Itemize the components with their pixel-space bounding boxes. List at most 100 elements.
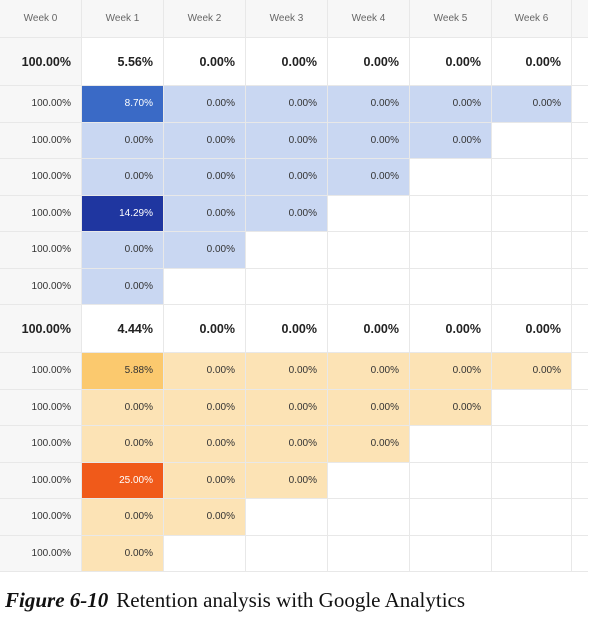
empty-cell — [328, 268, 410, 304]
empty-cell — [410, 268, 492, 304]
empty-cell — [164, 268, 246, 304]
cohort-cell: 100.00% — [0, 462, 82, 498]
empty-cell — [328, 232, 410, 268]
retention-cell: 0.00% — [246, 86, 328, 122]
summary-cell: 0.00% — [328, 38, 410, 85]
summary-cell: 0.00% — [492, 305, 572, 352]
summary-cell: 0.00% — [492, 38, 572, 85]
empty-cell — [492, 462, 572, 498]
empty-cell — [410, 535, 492, 571]
cohort-cell: 100.00% — [0, 195, 82, 231]
empty-cell — [246, 499, 328, 535]
retention-cell: 0.00% — [410, 353, 492, 389]
summary-cell: 0.00% — [246, 305, 328, 352]
empty-cell — [328, 462, 410, 498]
empty-cell — [492, 159, 572, 195]
table-row: 100.00% 0.00% 0.00% 0.00% 0.00% 0.00% — [0, 122, 588, 159]
table-header-row: Week 0 Week 1 Week 2 Week 3 Week 4 Week … — [0, 0, 588, 38]
retention-cell: 0.00% — [246, 122, 328, 158]
cohort-cell: 100.00% — [0, 268, 82, 304]
empty-cell — [492, 268, 572, 304]
retention-cell: 0.00% — [82, 122, 164, 158]
retention-cell: 0.00% — [410, 389, 492, 425]
empty-cell — [492, 389, 572, 425]
summary-cell: 0.00% — [246, 38, 328, 85]
empty-cell — [492, 195, 572, 231]
retention-cell: 0.00% — [328, 389, 410, 425]
summary-cell: 5.56% — [82, 38, 164, 85]
summary-cell: 0.00% — [164, 38, 246, 85]
empty-cell — [410, 159, 492, 195]
retention-cell: 0.00% — [246, 195, 328, 231]
summary-cell: 100.00% — [0, 38, 82, 85]
table-row: 100.00% 0.00% — [0, 535, 588, 572]
retention-cell: 0.00% — [164, 353, 246, 389]
retention-cell: 0.00% — [82, 535, 164, 571]
empty-cell — [246, 535, 328, 571]
table-row: 100.00% 8.70% 0.00% 0.00% 0.00% 0.00% 0.… — [0, 86, 588, 123]
retention-cell: 0.00% — [492, 86, 572, 122]
empty-cell — [328, 535, 410, 571]
column-header: Week 6 — [492, 0, 572, 37]
column-header: Week 3 — [246, 0, 328, 37]
empty-cell — [328, 499, 410, 535]
empty-cell — [492, 426, 572, 462]
empty-cell — [246, 232, 328, 268]
figure-caption: Figure 6-10 Retention analysis with Googl… — [5, 588, 590, 613]
cohort-cell: 100.00% — [0, 232, 82, 268]
retention-cell: 0.00% — [246, 389, 328, 425]
retention-cell: 0.00% — [328, 159, 410, 195]
retention-cell: 0.00% — [164, 159, 246, 195]
table-row: 100.00% 0.00% — [0, 268, 588, 305]
summary-cell: 0.00% — [328, 305, 410, 352]
retention-cell: 0.00% — [164, 195, 246, 231]
table-row: 100.00% 5.88% 0.00% 0.00% 0.00% 0.00% 0.… — [0, 353, 588, 390]
column-header: Week 5 — [410, 0, 492, 37]
cohort-cell: 100.00% — [0, 86, 82, 122]
retention-cell: 0.00% — [164, 426, 246, 462]
table-row: 100.00% 0.00% 0.00% 0.00% 0.00% — [0, 159, 588, 196]
cohort-cell: 100.00% — [0, 353, 82, 389]
retention-cell: 0.00% — [410, 122, 492, 158]
summary-cell: 4.44% — [82, 305, 164, 352]
empty-cell — [492, 535, 572, 571]
column-header: Week 4 — [328, 0, 410, 37]
empty-cell — [410, 462, 492, 498]
retention-cell: 5.88% — [82, 353, 164, 389]
retention-cell: 0.00% — [246, 462, 328, 498]
summary-cell: 100.00% — [0, 305, 82, 352]
summary-cell: 0.00% — [410, 305, 492, 352]
retention-cell: 0.00% — [492, 353, 572, 389]
retention-cell: 0.00% — [82, 232, 164, 268]
retention-cell: 0.00% — [164, 86, 246, 122]
cohort-cell: 100.00% — [0, 499, 82, 535]
table-row: 100.00% 0.00% 0.00% 0.00% 0.00% — [0, 426, 588, 463]
figure-label: Figure 6-10 — [5, 588, 109, 612]
empty-cell — [492, 122, 572, 158]
retention-cell: 0.00% — [328, 86, 410, 122]
cohort-cell: 100.00% — [0, 159, 82, 195]
table-row: 100.00% 0.00% 0.00% — [0, 499, 588, 536]
empty-cell — [164, 535, 246, 571]
column-header: Week 1 — [82, 0, 164, 37]
empty-cell — [410, 426, 492, 462]
summary-cell: 0.00% — [410, 38, 492, 85]
cohort-cell: 100.00% — [0, 389, 82, 425]
empty-cell — [492, 499, 572, 535]
retention-cell: 0.00% — [246, 159, 328, 195]
retention-cohort-table: Week 0 Week 1 Week 2 Week 3 Week 4 Week … — [0, 0, 588, 572]
empty-cell — [410, 195, 492, 231]
retention-cell: 0.00% — [82, 389, 164, 425]
retention-cell: 0.00% — [410, 86, 492, 122]
retention-cell: 0.00% — [82, 159, 164, 195]
empty-cell — [328, 195, 410, 231]
table-row: 100.00% 0.00% 0.00% 0.00% 0.00% 0.00% — [0, 389, 588, 426]
summary-cell: 0.00% — [164, 305, 246, 352]
retention-cell: 0.00% — [82, 268, 164, 304]
figure-caption-text: Retention analysis with Google Analytics — [116, 588, 466, 612]
column-header: Week 2 — [164, 0, 246, 37]
summary-row-blue: 100.00% 5.56% 0.00% 0.00% 0.00% 0.00% 0.… — [0, 38, 588, 86]
table-row: 100.00% 25.00% 0.00% 0.00% — [0, 462, 588, 499]
table-row: 100.00% 14.29% 0.00% 0.00% — [0, 195, 588, 232]
retention-cell: 0.00% — [328, 353, 410, 389]
